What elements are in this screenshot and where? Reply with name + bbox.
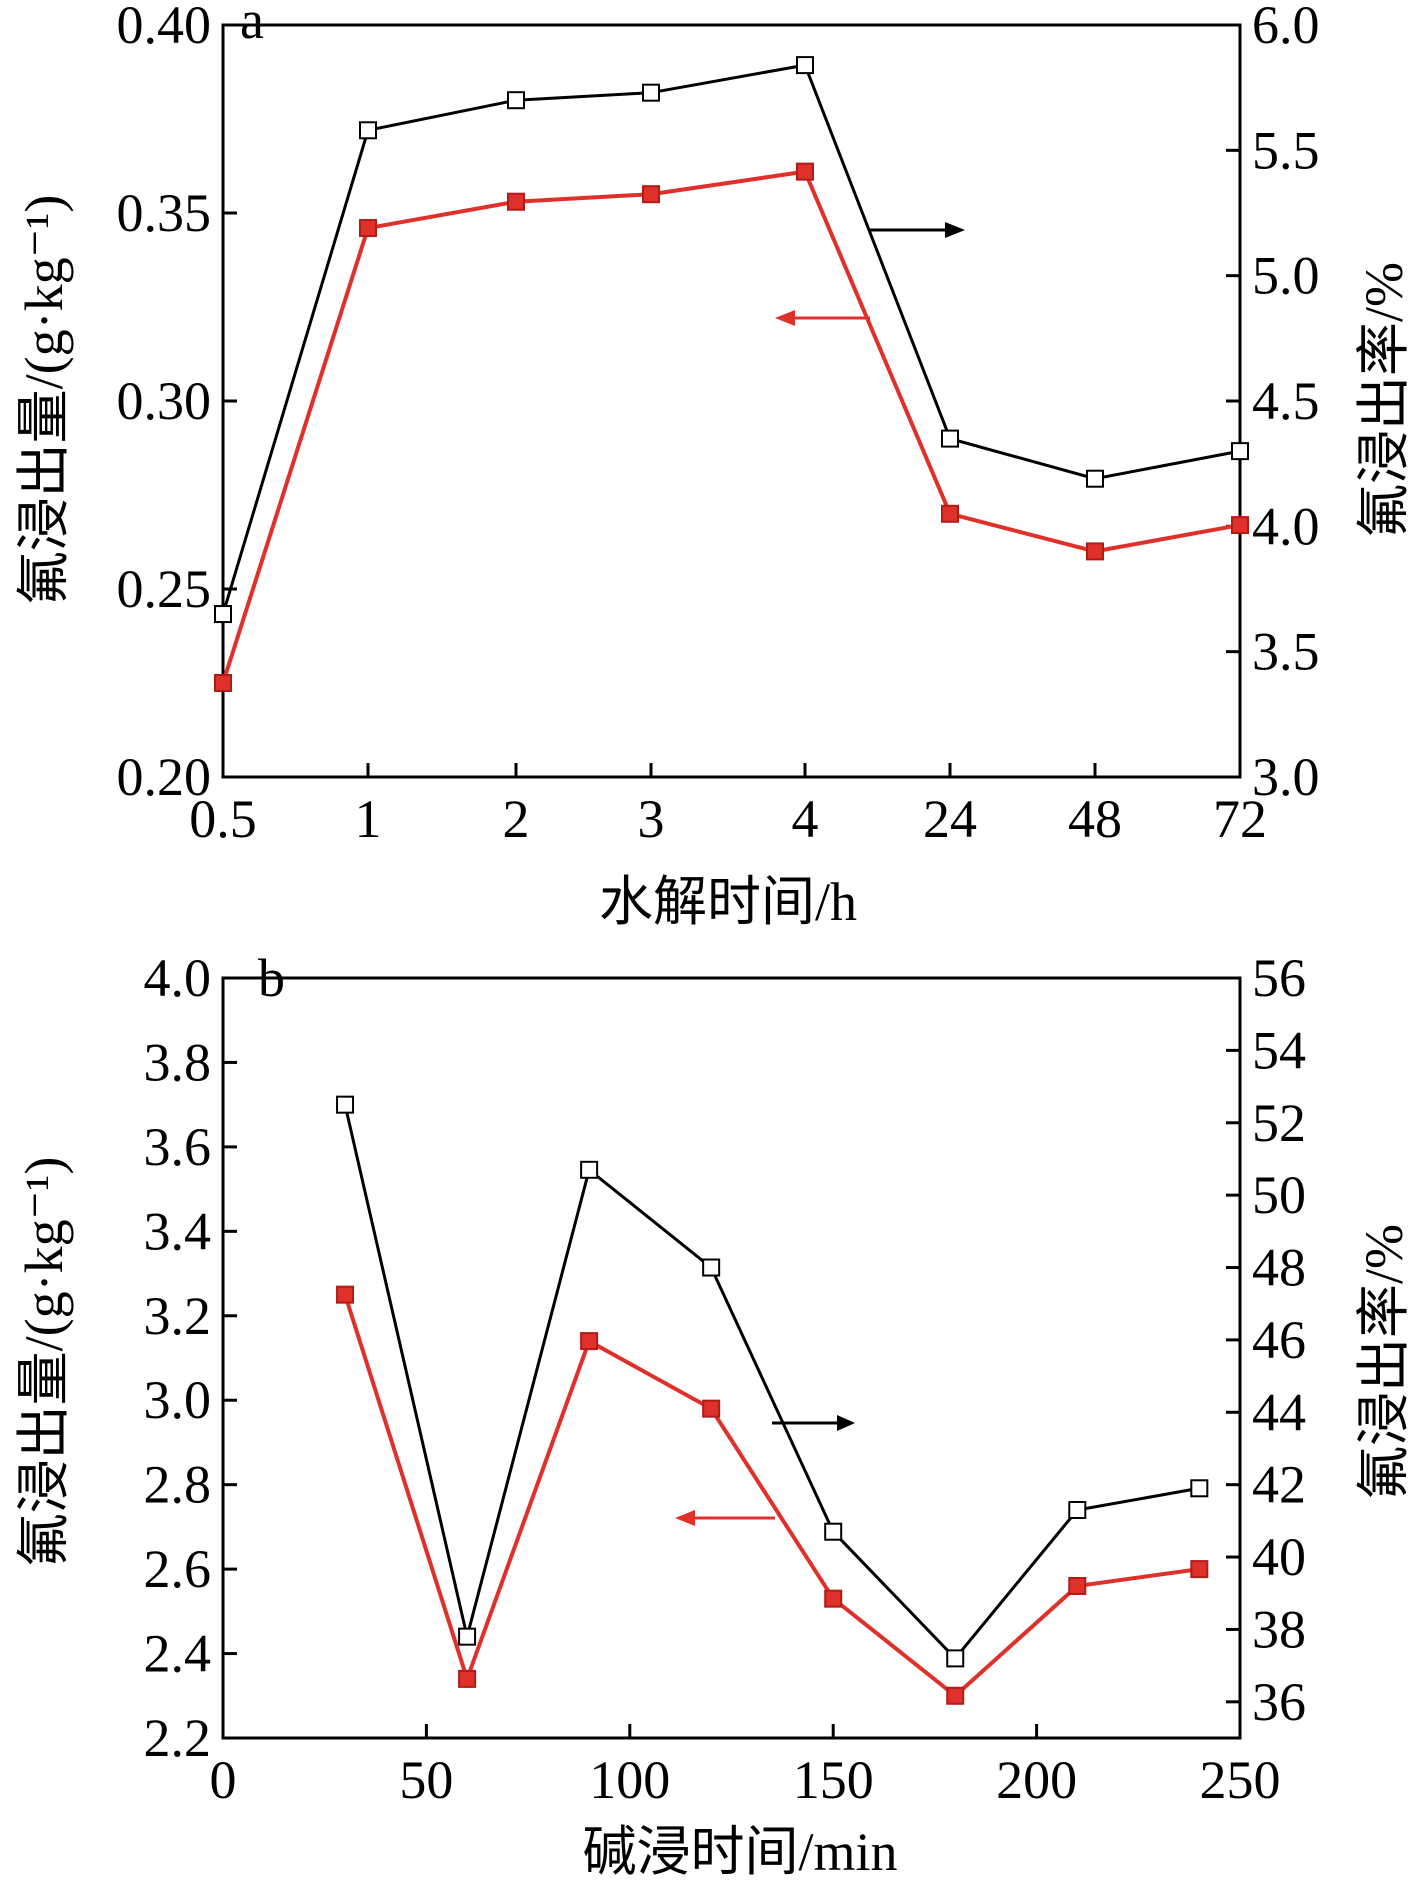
right-tick-label-b: 50: [1252, 1165, 1306, 1225]
arrow-left-b: [675, 1510, 775, 1526]
data-point-left-a: [796, 162, 814, 181]
data-point-right-b: [946, 1649, 965, 1668]
right-tick-label-b: 56: [1252, 948, 1306, 1008]
left-tick-label-a: 0.25: [117, 559, 212, 619]
x-tick-label-b: 250: [1200, 1750, 1281, 1810]
data-point-right-b: [702, 1258, 721, 1277]
right-tick-label-b: 36: [1252, 1672, 1306, 1732]
series-line-right-b: [343, 1104, 1200, 1661]
x-tick-label-b: 50: [399, 1750, 453, 1810]
right-tick-label-a: 5.0: [1252, 246, 1320, 306]
left-tick-label-b: 3.4: [144, 1201, 212, 1261]
panel-label-b: b: [258, 948, 285, 1008]
right-tick-label-b: 38: [1252, 1599, 1306, 1659]
left-tick-label-b: 3.0: [144, 1370, 212, 1430]
data-point-right-a: [359, 121, 377, 140]
data-point-right-a: [1086, 469, 1104, 488]
series-line-left-b: [343, 1294, 1200, 1699]
data-point-left-a: [214, 674, 232, 692]
x-tick-label-b: 200: [996, 1750, 1077, 1810]
right-tick-label-b: 48: [1252, 1238, 1306, 1298]
plot-frame-b: [221, 976, 1242, 1740]
data-point-right-b: [1190, 1479, 1209, 1498]
x-tick-label-b: 0: [210, 1750, 237, 1810]
left-tick-label-b: 4.0: [144, 948, 212, 1008]
left-tick-label-b: 3.2: [144, 1286, 212, 1346]
data-point-left-b: [458, 1669, 477, 1688]
chart-panel-a: 0.20 0.25 0.30 0.35 0.40 3.0 3.5 4.0 4.5 5.0 5.5 6…: [14, 0, 1414, 932]
left-tick-label-a: 0.20: [117, 747, 212, 807]
data-point-left-b: [702, 1399, 721, 1418]
right-tick-label-a: 3.0: [1252, 747, 1320, 807]
x-tick-label-a: 0.5: [189, 789, 257, 849]
right-tick-label-a: 6.0: [1252, 0, 1320, 55]
x-tick-label-a: 1: [355, 789, 382, 849]
right-tick-label-a: 5.5: [1252, 120, 1320, 180]
left-tick-label-b: 2.4: [144, 1624, 212, 1684]
arrow-left-a: [775, 310, 870, 326]
left-tick-label-b: 2.6: [144, 1539, 212, 1599]
left-tick-label-b: 2.2: [144, 1708, 212, 1768]
data-point-left-b: [580, 1332, 599, 1351]
data-point-left-b: [1190, 1560, 1209, 1579]
data-point-right-b: [824, 1522, 843, 1541]
right-tick-label-a: 4.5: [1252, 371, 1320, 431]
x-tick-label-a: 24: [923, 789, 977, 849]
data-point-right-b: [1068, 1501, 1087, 1519]
data-point-left-a: [507, 192, 525, 211]
x-axis-label-b: 碱浸时间/min: [582, 1822, 897, 1882]
left-tick-label-b: 2.8: [144, 1455, 212, 1515]
panel-label-a: a: [240, 0, 264, 50]
left-axis-label-a: 氟浸出量/(g·kg⁻¹): [14, 195, 74, 606]
right-axis-label-a: 氟浸出率/%: [1354, 262, 1414, 538]
chart-panel-b: 2.2 2.4 2.6 2.8 3.0 3.2 3.4 3.6 3.8 4.0 36 38 40 42 4…: [14, 948, 1414, 1882]
left-tick-label-a: 0.40: [117, 0, 212, 55]
x-tick-label-a: 2: [503, 789, 530, 849]
left-axis-label-b: 氟浸出量/(g·kg⁻¹): [14, 1157, 74, 1568]
right-tick-label-b: 44: [1252, 1382, 1306, 1442]
data-point-left-a: [359, 219, 377, 238]
x-tick-label-a: 48: [1068, 789, 1122, 849]
data-point-right-b: [458, 1627, 477, 1646]
data-point-left-b: [946, 1686, 965, 1705]
data-point-right-a: [507, 91, 525, 110]
left-tick-label-a: 0.30: [117, 371, 212, 431]
data-point-left-a: [941, 504, 959, 523]
data-point-right-a: [214, 605, 232, 624]
left-tick-label-a: 0.35: [117, 183, 212, 243]
data-point-left-a: [1231, 516, 1249, 535]
data-point-right-b: [336, 1095, 355, 1114]
x-axis-label-a: 水解时间/h: [599, 872, 857, 932]
data-point-left-b: [1068, 1577, 1087, 1595]
left-tick-label-b: 3.6: [144, 1117, 212, 1177]
left-tick-label-b: 3.8: [144, 1032, 212, 1092]
x-tick-label-a: 3: [638, 789, 665, 849]
data-point-left-b: [824, 1589, 843, 1608]
data-point-right-a: [796, 56, 814, 75]
x-tick-label-b: 150: [793, 1750, 874, 1810]
x-tick-label-a: 72: [1213, 789, 1267, 849]
data-point-left-b: [336, 1285, 355, 1304]
right-tick-label-a: 4.0: [1252, 496, 1320, 556]
arrow-right-a: [870, 222, 965, 238]
arrow-right-b: [772, 1415, 855, 1431]
data-point-right-a: [1231, 442, 1249, 461]
right-axis-label-b: 氟浸出率/%: [1354, 1224, 1414, 1500]
data-point-right-a: [642, 83, 660, 102]
right-tick-label-b: 46: [1252, 1310, 1306, 1370]
series-line-right-a: [221, 63, 1241, 615]
right-tick-label-a: 3.5: [1252, 622, 1320, 682]
x-tick-label-b: 100: [589, 1750, 670, 1810]
data-point-left-a: [642, 185, 660, 204]
right-tick-label-b: 40: [1252, 1527, 1306, 1587]
right-tick-label-b: 52: [1252, 1093, 1306, 1153]
right-tick-label-b: 54: [1252, 1020, 1306, 1080]
right-tick-label-b: 42: [1252, 1455, 1306, 1515]
data-point-right-a: [941, 429, 959, 448]
series-line-left-a: [221, 169, 1241, 684]
data-point-left-a: [1086, 542, 1104, 561]
data-point-right-b: [580, 1160, 599, 1179]
x-tick-label-a: 4: [792, 789, 819, 849]
